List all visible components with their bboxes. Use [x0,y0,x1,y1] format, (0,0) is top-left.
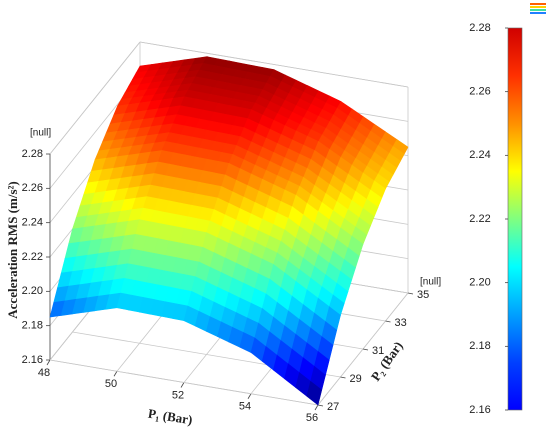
surface-patch [306,380,323,406]
surface-cell [116,219,207,322]
colorbar-tick-label: 2.16 [469,404,490,416]
x-tick [314,404,319,411]
grid-line [139,41,409,88]
surface-cell [183,232,274,353]
surface-cell [184,56,275,111]
y-tick [340,376,346,379]
x-tick-label: 54 [239,401,251,413]
z-tick-label: 2.28 [22,148,43,160]
surface-cell [273,194,364,316]
surface-cell [251,69,342,142]
surface-cell [161,96,252,164]
y-tick-label: 33 [395,317,407,329]
x-tick-label: 50 [105,378,117,390]
y-tick [407,292,414,295]
y-unit-label: [null] [420,277,441,288]
y-tick-label: 27 [327,401,339,413]
surface-cell [94,96,185,161]
x-tick [113,371,118,377]
colorbar-tick-label: 2.28 [469,22,490,34]
y-tick-label: 35 [417,289,429,301]
surface-cell [139,150,230,233]
y-tick [385,320,391,323]
z-unit-label: [null] [30,128,51,139]
colorbar [507,27,523,411]
z-axis-label: Acceleration RMS (m/s²) [5,181,20,318]
surface-cell [295,141,386,245]
legend-icon [530,3,546,14]
y-tick [362,348,369,351]
z-tick-label: 2.16 [22,354,43,366]
surface-cell [72,150,163,230]
surface-cell [250,263,341,406]
surface-cell [49,219,140,318]
z-tick-label: 2.26 [22,182,43,194]
grid-line [49,359,319,406]
z-tick-label: 2.24 [22,217,43,229]
colorbar-tick-label: 2.26 [469,86,490,98]
z-tick-label: 2.22 [22,251,43,263]
y-tick-label: 31 [372,345,384,357]
x-axis-label: P₁ (Bar) [147,406,193,428]
x-tick [247,393,252,399]
z-tick-label: 2.18 [22,320,43,332]
surface-cell [206,162,297,265]
y-tick-label: 29 [350,373,362,385]
colorbar-tick-label: 2.20 [469,277,490,289]
z-tick-label: 2.20 [22,285,43,297]
x-tick-label: 56 [306,412,318,424]
x-tick-label: 48 [38,367,50,379]
x-tick [180,382,185,388]
colorbar-tick-label: 2.18 [469,340,490,352]
surface-cell [318,101,409,190]
x-tick [46,359,51,366]
colorbar-tick-label: 2.22 [469,213,490,225]
x-tick-label: 52 [172,389,184,401]
colorbar-tick-label: 2.24 [469,149,490,161]
grid-line [49,41,141,155]
y-tick [317,404,324,407]
